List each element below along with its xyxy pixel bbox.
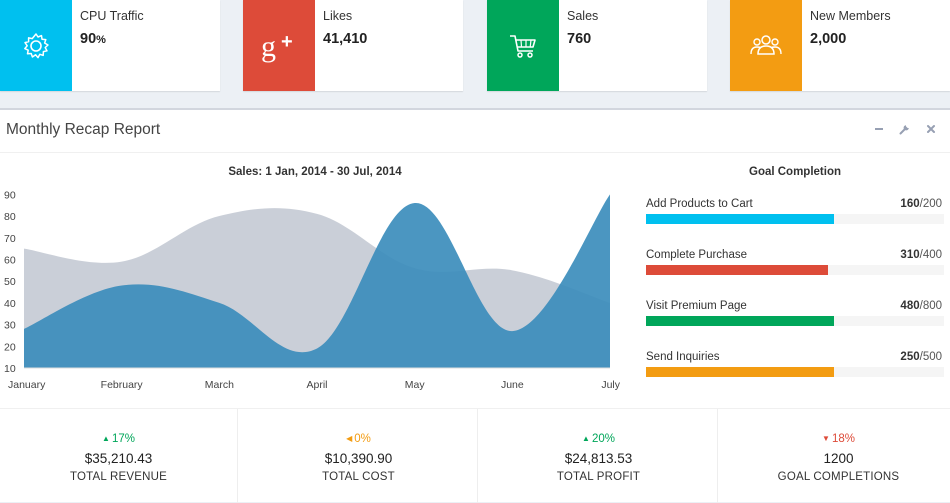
info-value: 760: [567, 31, 592, 47]
stat-percentage: ◀ 0%: [346, 433, 371, 445]
y-tick-label: 10: [4, 363, 16, 375]
goal-item: Complete Purchase 310/400: [646, 249, 944, 279]
description-block: ▼ 18% 1200 GOAL COMPLETIONS: [720, 409, 950, 503]
stat-percentage: ▲ 20%: [582, 433, 615, 445]
info-label: New Members: [810, 9, 891, 23]
chart-title: Sales: 1 Jan, 2014 - 30 Jul, 2014: [228, 166, 402, 178]
gear-icon: [0, 0, 72, 91]
series-area-1: [24, 194, 610, 368]
y-tick-label: 30: [4, 320, 16, 332]
info-box-sales: Sales 760: [487, 0, 707, 91]
description-footer: ▲ 17% $35,210.43 TOTAL REVENUE ◀ 0% $10,390.90…: [0, 408, 950, 503]
monthly-recap-box: Monthly Recap Report Sales: 1 Jan, 2014 …: [0, 108, 950, 503]
info-box-new-members: New Members 2,000: [730, 0, 950, 91]
info-label: CPU Traffic: [80, 9, 144, 23]
stat-amount: $10,390.90: [324, 451, 393, 466]
caret-down-icon: ▼: [822, 434, 830, 443]
goal-progress-fill: [646, 214, 835, 224]
y-tick-label: 40: [4, 298, 16, 310]
stat-percentage: ▲ 17%: [102, 433, 135, 445]
y-tick-label: 20: [4, 341, 16, 353]
stat-amount: $24,813.53: [564, 451, 633, 466]
box-header: Monthly Recap Report: [0, 110, 950, 153]
goal-progress-bar: [646, 367, 944, 377]
goal-progress-bar: [646, 316, 944, 326]
box-tools: [872, 122, 938, 136]
svg-text:+: +: [281, 31, 293, 53]
y-tick-label: 60: [4, 254, 16, 266]
users-icon: [730, 0, 802, 91]
svg-text:g: g: [261, 30, 276, 63]
wrench-icon[interactable]: [898, 122, 912, 136]
goal-label: Add Products to Cart: [646, 198, 753, 210]
description-block: ◀ 0% $10,390.90 TOTAL COST: [240, 409, 478, 503]
y-tick-label: 50: [4, 276, 16, 288]
info-value: 90%: [80, 31, 106, 47]
stat-percentage: ▼ 18%: [822, 433, 855, 445]
y-tick-label: 70: [4, 233, 16, 245]
box-title: Monthly Recap Report: [6, 121, 161, 138]
stat-label: TOTAL COST: [322, 471, 395, 483]
stat-label: TOTAL REVENUE: [70, 471, 167, 483]
stat-label: TOTAL PROFIT: [556, 471, 641, 483]
info-box-likes: g + Likes 41,410: [243, 0, 463, 91]
goal-progress-fill: [646, 316, 835, 326]
stat-amount: 1200: [823, 451, 854, 466]
close-icon[interactable]: [924, 122, 938, 136]
goal-item: Visit Premium Page 480/800: [646, 300, 944, 330]
goal-progress-fill: [646, 265, 829, 275]
google-plus-icon: g +: [243, 0, 315, 91]
goal-count: 310/400: [900, 249, 942, 261]
info-box-cpu-traffic: CPU Traffic 90%: [0, 0, 220, 91]
x-tick-label: July: [601, 379, 620, 391]
y-tick-label: 80: [4, 211, 16, 223]
x-tick-label: April: [306, 379, 327, 391]
goal-item: Send Inquiries 250/500: [646, 351, 944, 381]
stat-label: GOAL COMPLETIONS: [777, 471, 900, 483]
x-tick-label: February: [101, 379, 144, 391]
shopping-cart-icon: [487, 0, 559, 91]
goal-progress-fill: [646, 367, 835, 377]
goal-completion-title: Goal Completion: [749, 166, 841, 178]
goal-progress-bar: [646, 265, 944, 275]
goal-progress-bar: [646, 214, 944, 224]
info-value: 41,410: [323, 31, 368, 47]
info-value: 2,000: [810, 31, 847, 47]
y-tick-label: 90: [4, 190, 16, 201]
sales-area-chart: 10 20 30 40 50 60 70 80 90 January February March Ap…: [4, 190, 621, 391]
description-block: ▲ 17% $35,210.43 TOTAL REVENUE: [0, 409, 238, 503]
goal-count: 480/800: [900, 300, 942, 312]
goal-item: Add Products to Cart 160/200: [646, 198, 944, 228]
caret-up-icon: ▲: [102, 434, 110, 443]
x-tick-label: January: [8, 379, 46, 391]
goal-count: 160/200: [900, 198, 942, 210]
goal-label: Visit Premium Page: [646, 300, 747, 312]
minus-icon[interactable]: [872, 122, 886, 136]
description-block: ▲ 20% $24,813.53 TOTAL PROFIT: [480, 409, 718, 503]
goal-label: Send Inquiries: [646, 351, 720, 363]
x-tick-label: March: [205, 379, 234, 391]
x-tick-label: May: [405, 379, 426, 391]
info-label: Sales: [567, 9, 599, 23]
goal-count: 250/500: [900, 351, 942, 363]
caret-up-icon: ▲: [582, 434, 590, 443]
caret-left-icon: ◀: [346, 434, 353, 443]
info-label: Likes: [323, 9, 353, 23]
x-tick-label: June: [501, 379, 524, 391]
goal-label: Complete Purchase: [646, 249, 747, 261]
stat-amount: $35,210.43: [84, 451, 153, 466]
info-box-row: CPU Traffic 90% g + Likes 41,410 Sales: [0, 0, 950, 92]
